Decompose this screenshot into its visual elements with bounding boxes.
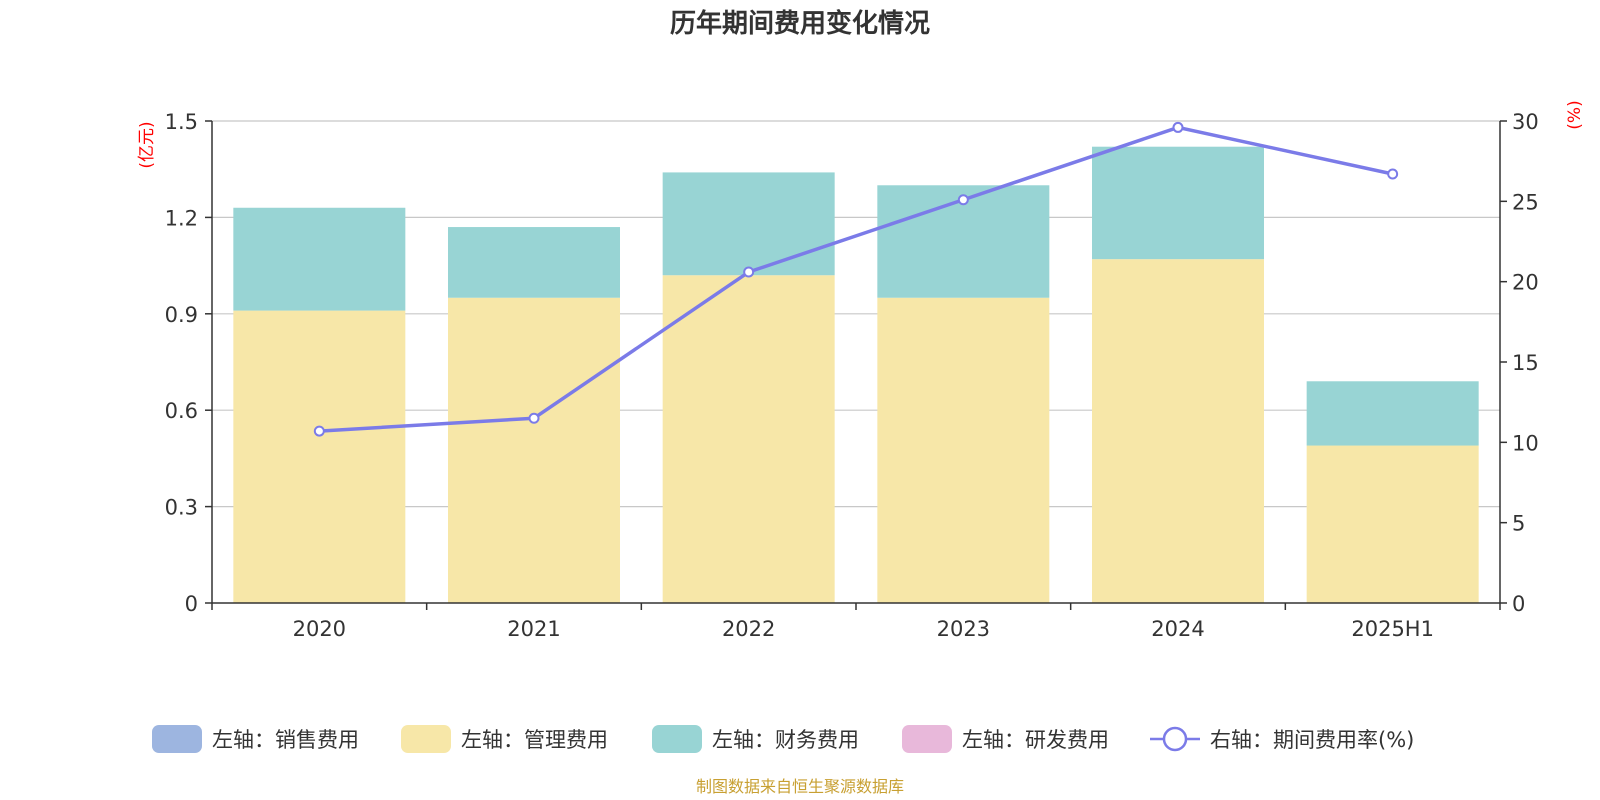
- bar-2021-左轴：财务费用: [448, 227, 620, 298]
- legend-swatch: [652, 725, 702, 753]
- right-tick-label: 30: [1512, 110, 1539, 134]
- bar-2022-左轴：管理费用: [662, 275, 835, 603]
- legend-label: 左轴：研发费用: [962, 728, 1109, 752]
- right-tick-label: 15: [1512, 351, 1539, 375]
- x-tick-label: 2025H1: [1351, 617, 1434, 641]
- legend-label: 左轴：财务费用: [712, 728, 859, 752]
- grid-lines: [212, 120, 1500, 508]
- bar-2020-左轴：管理费用: [233, 310, 406, 603]
- axes: 0 0.3 0.6 0.9 1.2 1.5 0 5 10 15 20 25 30 2020 2021 2022…: [165, 110, 1539, 641]
- rate-line: [319, 125, 1394, 433]
- rate-point-2025H1: [1387, 168, 1399, 180]
- legend-swatch: [401, 725, 451, 753]
- bar-2022-左轴：财务费用: [662, 172, 835, 276]
- right-tick-label: 20: [1512, 271, 1539, 295]
- right-tick-label: 10: [1512, 431, 1539, 455]
- chart-title: 历年期间费用变化情况: [670, 8, 930, 39]
- legend-marker: [1162, 726, 1188, 752]
- x-tick-label: 2020: [293, 617, 346, 641]
- rate-point-2020: [313, 425, 325, 437]
- rate-line-layer: [313, 121, 1399, 437]
- x-tick-label: 2022: [722, 617, 775, 641]
- legend-swatch: [902, 725, 952, 753]
- left-axis-unit: (亿元): [137, 121, 157, 168]
- bar-2024-左轴：财务费用: [1092, 146, 1264, 260]
- rate-point-2021: [528, 412, 540, 424]
- rate-point-2022: [743, 266, 755, 278]
- bar-2025H1-左轴：管理费用: [1306, 445, 1479, 603]
- rate-point-2024: [1172, 121, 1184, 133]
- right-axis-unit: (%): [1565, 100, 1585, 129]
- data-source-note: 制图数据来自恒生聚源数据库: [696, 777, 904, 796]
- bar-2025H1-左轴：财务费用: [1306, 381, 1479, 446]
- left-tick-label: 1.2: [165, 206, 198, 230]
- x-tick-label: 2023: [937, 617, 990, 641]
- bar-2023-左轴：管理费用: [877, 297, 1050, 603]
- bar-2021-左轴：管理费用: [448, 297, 620, 603]
- left-tick-label: 0.3: [165, 496, 198, 520]
- right-tick-label: 5: [1512, 512, 1525, 536]
- bar-2024-左轴：管理费用: [1092, 259, 1264, 603]
- x-tick-label: 2021: [507, 617, 560, 641]
- left-tick-label: 1.5: [165, 110, 198, 134]
- bar-2020-左轴：财务费用: [233, 207, 406, 311]
- x-tick-label: 2024: [1151, 617, 1204, 641]
- left-tick-label: 0.9: [165, 303, 198, 327]
- rate-point-2023: [957, 194, 969, 206]
- right-tick-label: 25: [1512, 190, 1539, 214]
- legend-label: 右轴：期间费用率(%): [1210, 728, 1414, 752]
- bar-layer: [233, 146, 1479, 603]
- legend: 左轴：销售费用 左轴：管理费用 左轴：财务费用 左轴：研发费用 右轴：期间费用率(%): [152, 725, 1414, 753]
- left-tick-label: 0: [185, 592, 198, 616]
- legend-label: 左轴：管理费用: [461, 728, 608, 752]
- legend-label: 左轴：销售费用: [212, 728, 359, 752]
- right-tick-label: 0: [1512, 592, 1525, 616]
- left-tick-label: 0.6: [165, 399, 198, 423]
- legend-swatch: [152, 725, 202, 753]
